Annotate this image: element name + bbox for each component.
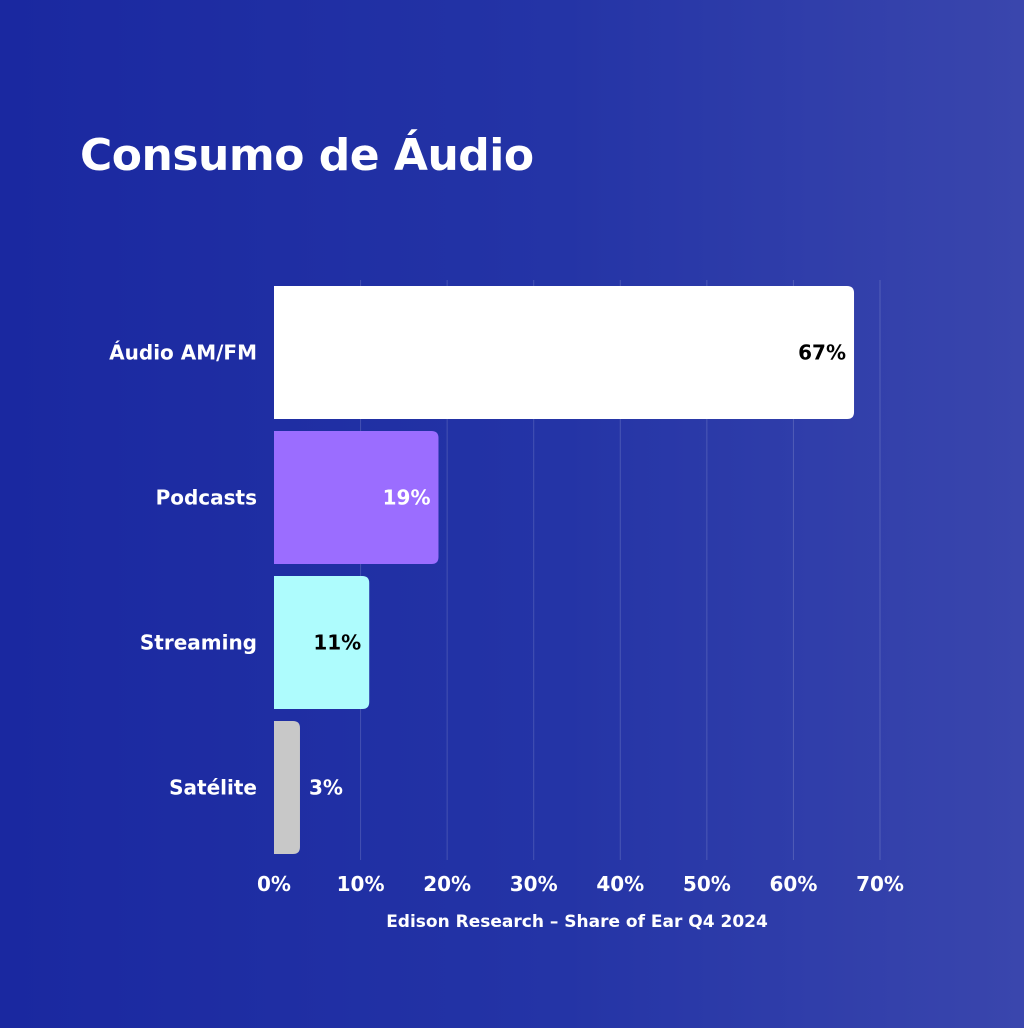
x-tick-label: 20% <box>423 872 471 896</box>
data-label: 19% <box>383 486 431 510</box>
category-label: Áudio AM/FM <box>109 341 257 365</box>
x-tick-label: 60% <box>769 872 817 896</box>
category-label: Podcasts <box>156 486 257 510</box>
x-tick-label: 40% <box>596 872 644 896</box>
x-tick-label: 70% <box>856 872 904 896</box>
bar <box>274 286 855 419</box>
bar <box>274 576 370 709</box>
data-label: 67% <box>798 341 846 365</box>
x-axis-label: Edison Research – Share of Ear Q4 2024 <box>386 912 768 932</box>
category-labels: Áudio AM/FM Podcasts Streaming Satélite <box>109 341 257 800</box>
data-label: 11% <box>313 631 361 655</box>
data-label: 3% <box>309 776 343 800</box>
bar <box>274 721 300 854</box>
x-tick-label: 0% <box>257 872 291 896</box>
x-tick-label: 10% <box>337 872 385 896</box>
category-label: Streaming <box>140 631 257 655</box>
category-label: Satélite <box>169 776 257 800</box>
x-tick-label: 30% <box>510 872 558 896</box>
bar <box>274 431 439 564</box>
x-axis-ticks: 0% 10% 20% 30% 40% 50% 60% 70% <box>257 872 904 896</box>
chart-title: Consumo de Áudio <box>80 130 534 181</box>
bars: 67% 19% 11% 3% <box>274 286 855 854</box>
x-tick-label: 50% <box>683 872 731 896</box>
